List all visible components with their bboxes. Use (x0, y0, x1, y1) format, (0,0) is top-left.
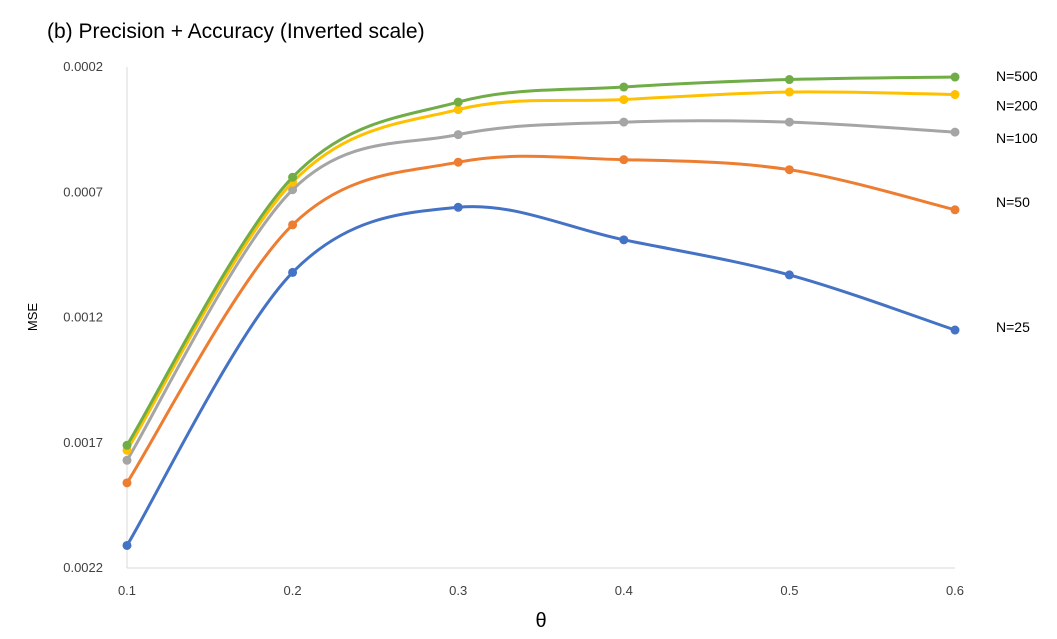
data-point (288, 220, 298, 230)
data-point (784, 270, 794, 280)
data-point (619, 235, 629, 245)
data-point (288, 185, 298, 195)
y-axis-label: MSE (25, 303, 40, 332)
data-point (288, 267, 298, 277)
y-tick-label: 0.0022 (63, 560, 103, 575)
series-line (125, 205, 957, 547)
series-label: N=200 (996, 98, 1038, 114)
series-n-50 (122, 154, 960, 488)
data-point (288, 172, 298, 182)
data-point (453, 105, 463, 115)
axes (126, 67, 955, 569)
series-label: N=25 (996, 319, 1030, 335)
data-point (619, 155, 629, 165)
data-point (453, 157, 463, 167)
x-tick-label: 0.2 (284, 583, 302, 598)
x-tick-label: 0.3 (449, 583, 467, 598)
data-point (619, 82, 629, 92)
series-line (125, 75, 957, 447)
series-line (125, 119, 957, 462)
y-tick-label: 0.0017 (63, 435, 103, 450)
data-point (784, 75, 794, 85)
data-point (950, 325, 960, 335)
series-label: N=50 (996, 194, 1030, 210)
data-point (784, 165, 794, 175)
series-line (125, 90, 957, 452)
data-point (453, 97, 463, 107)
x-tick-label: 0.6 (946, 583, 964, 598)
series-n-25 (122, 202, 960, 550)
series-label-layer: N=25 N=50 N=100 N=200 N=500 (996, 68, 1038, 335)
data-point (950, 72, 960, 82)
series-n-500 (122, 72, 960, 450)
data-point (453, 130, 463, 140)
y-tick-label: 0.0012 (63, 310, 103, 325)
series-n-200 (122, 87, 960, 455)
data-point (619, 117, 629, 127)
data-point (122, 540, 132, 550)
chart-title: (b) Precision + Accuracy (Inverted scale… (47, 20, 425, 43)
data-point (950, 205, 960, 215)
data-point (784, 87, 794, 97)
data-point (784, 117, 794, 127)
series-line (125, 154, 957, 485)
series-layer (122, 72, 960, 550)
data-point (619, 95, 629, 105)
y-tick-labels: 0.0002 0.0007 0.0012 0.0017 0.0022 (63, 59, 103, 575)
series-label: N=500 (996, 68, 1038, 84)
y-tick-label: 0.0007 (63, 184, 103, 199)
series-n-100 (122, 117, 960, 465)
data-point (122, 455, 132, 465)
x-tick-label: 0.5 (780, 583, 798, 598)
data-point (122, 478, 132, 488)
series-label: N=100 (996, 130, 1038, 146)
data-point (950, 90, 960, 100)
x-tick-label: 0.4 (615, 583, 633, 598)
x-tick-label: 0.1 (118, 583, 136, 598)
x-tick-labels: 0.1 0.2 0.3 0.4 0.5 0.6 (118, 583, 964, 598)
data-point (950, 127, 960, 137)
x-axis-label: θ (535, 610, 546, 632)
data-point (122, 440, 132, 450)
y-tick-label: 0.0002 (63, 59, 103, 74)
data-point (453, 202, 463, 212)
